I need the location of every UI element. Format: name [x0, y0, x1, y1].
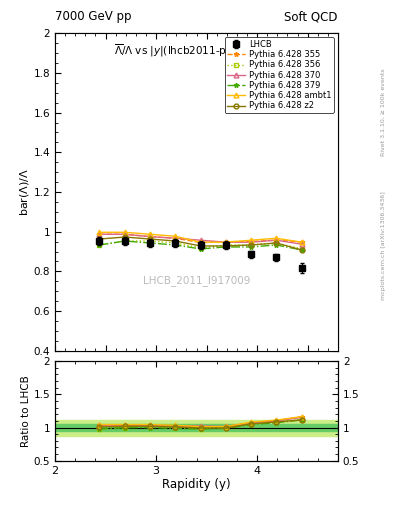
Pythia 6.428 355: [173, 235, 178, 241]
Pythia 6.428 ambt1: [274, 235, 279, 241]
Line: Pythia 6.428 379: Pythia 6.428 379: [97, 239, 304, 252]
Pythia 6.428 370: [274, 237, 279, 243]
Pythia 6.428 ambt1: [299, 239, 304, 245]
Pythia 6.428 356: [249, 242, 253, 248]
Pythia 6.428 379: [122, 238, 127, 244]
Line: Pythia 6.428 ambt1: Pythia 6.428 ambt1: [97, 230, 304, 245]
Pythia 6.428 379: [148, 240, 152, 246]
Pythia 6.428 370: [97, 231, 102, 238]
Pythia 6.428 z2: [97, 236, 102, 242]
Pythia 6.428 ambt1: [97, 229, 102, 236]
Pythia 6.428 ambt1: [148, 231, 152, 238]
Pythia 6.428 370: [148, 233, 152, 240]
Pythia 6.428 356: [97, 242, 102, 248]
Y-axis label: Ratio to LHCB: Ratio to LHCB: [21, 375, 31, 447]
Line: Pythia 6.428 356: Pythia 6.428 356: [97, 239, 304, 251]
Line: Pythia 6.428 355: Pythia 6.428 355: [97, 232, 304, 245]
Pythia 6.428 z2: [274, 240, 279, 246]
Pythia 6.428 z2: [148, 236, 152, 242]
Pythia 6.428 379: [198, 246, 203, 252]
Pythia 6.428 z2: [299, 247, 304, 253]
Text: Soft QCD: Soft QCD: [285, 10, 338, 23]
Pythia 6.428 355: [97, 231, 102, 238]
Pythia 6.428 355: [249, 239, 253, 245]
Pythia 6.428 370: [122, 231, 127, 238]
Pythia 6.428 370: [173, 235, 178, 241]
Pythia 6.428 379: [299, 247, 304, 253]
Pythia 6.428 356: [122, 238, 127, 244]
Pythia 6.428 ambt1: [249, 237, 253, 243]
Text: LHCB_2011_I917009: LHCB_2011_I917009: [143, 275, 250, 286]
Text: $\overline{\Lambda}/\Lambda$ vs $|y|$(lhcb2011-pt0.15-2.5): $\overline{\Lambda}/\Lambda$ vs $|y|$(lh…: [114, 43, 279, 59]
Pythia 6.428 355: [198, 240, 203, 246]
Y-axis label: bar($\Lambda$)/$\Lambda$: bar($\Lambda$)/$\Lambda$: [18, 168, 31, 216]
Pythia 6.428 355: [224, 239, 228, 245]
Pythia 6.428 z2: [173, 238, 178, 244]
Pythia 6.428 379: [274, 242, 279, 248]
Pythia 6.428 370: [299, 241, 304, 247]
Pythia 6.428 z2: [224, 243, 228, 249]
Pythia 6.428 ambt1: [198, 239, 203, 245]
Pythia 6.428 356: [148, 238, 152, 244]
Pythia 6.428 356: [198, 245, 203, 251]
Pythia 6.428 355: [274, 237, 279, 243]
Pythia 6.428 370: [198, 237, 203, 243]
Pythia 6.428 356: [299, 246, 304, 252]
Pythia 6.428 z2: [198, 243, 203, 249]
Pythia 6.428 379: [173, 242, 178, 248]
Line: Pythia 6.428 z2: Pythia 6.428 z2: [97, 234, 304, 252]
Line: Pythia 6.428 370: Pythia 6.428 370: [97, 232, 304, 247]
X-axis label: Rapidity (y): Rapidity (y): [162, 478, 231, 492]
Pythia 6.428 355: [148, 233, 152, 240]
Pythia 6.428 356: [224, 242, 228, 248]
Pythia 6.428 355: [299, 239, 304, 245]
Pythia 6.428 370: [224, 239, 228, 245]
Pythia 6.428 ambt1: [122, 229, 127, 236]
Pythia 6.428 379: [97, 242, 102, 248]
Legend: LHCB, Pythia 6.428 355, Pythia 6.428 356, Pythia 6.428 370, Pythia 6.428 379, Py: LHCB, Pythia 6.428 355, Pythia 6.428 356…: [225, 37, 334, 113]
Pythia 6.428 356: [274, 240, 279, 246]
Pythia 6.428 ambt1: [224, 239, 228, 245]
Text: 7000 GeV pp: 7000 GeV pp: [55, 10, 132, 23]
Pythia 6.428 z2: [122, 234, 127, 240]
Pythia 6.428 z2: [249, 242, 253, 248]
Text: mcplots.cern.ch [arXiv:1306.3436]: mcplots.cern.ch [arXiv:1306.3436]: [381, 191, 386, 300]
Pythia 6.428 370: [249, 239, 253, 245]
Pythia 6.428 355: [122, 231, 127, 238]
Pythia 6.428 379: [224, 244, 228, 250]
Text: Rivet 3.1.10, ≥ 100k events: Rivet 3.1.10, ≥ 100k events: [381, 69, 386, 157]
Pythia 6.428 356: [173, 240, 178, 246]
Pythia 6.428 ambt1: [173, 233, 178, 239]
Pythia 6.428 379: [249, 244, 253, 250]
